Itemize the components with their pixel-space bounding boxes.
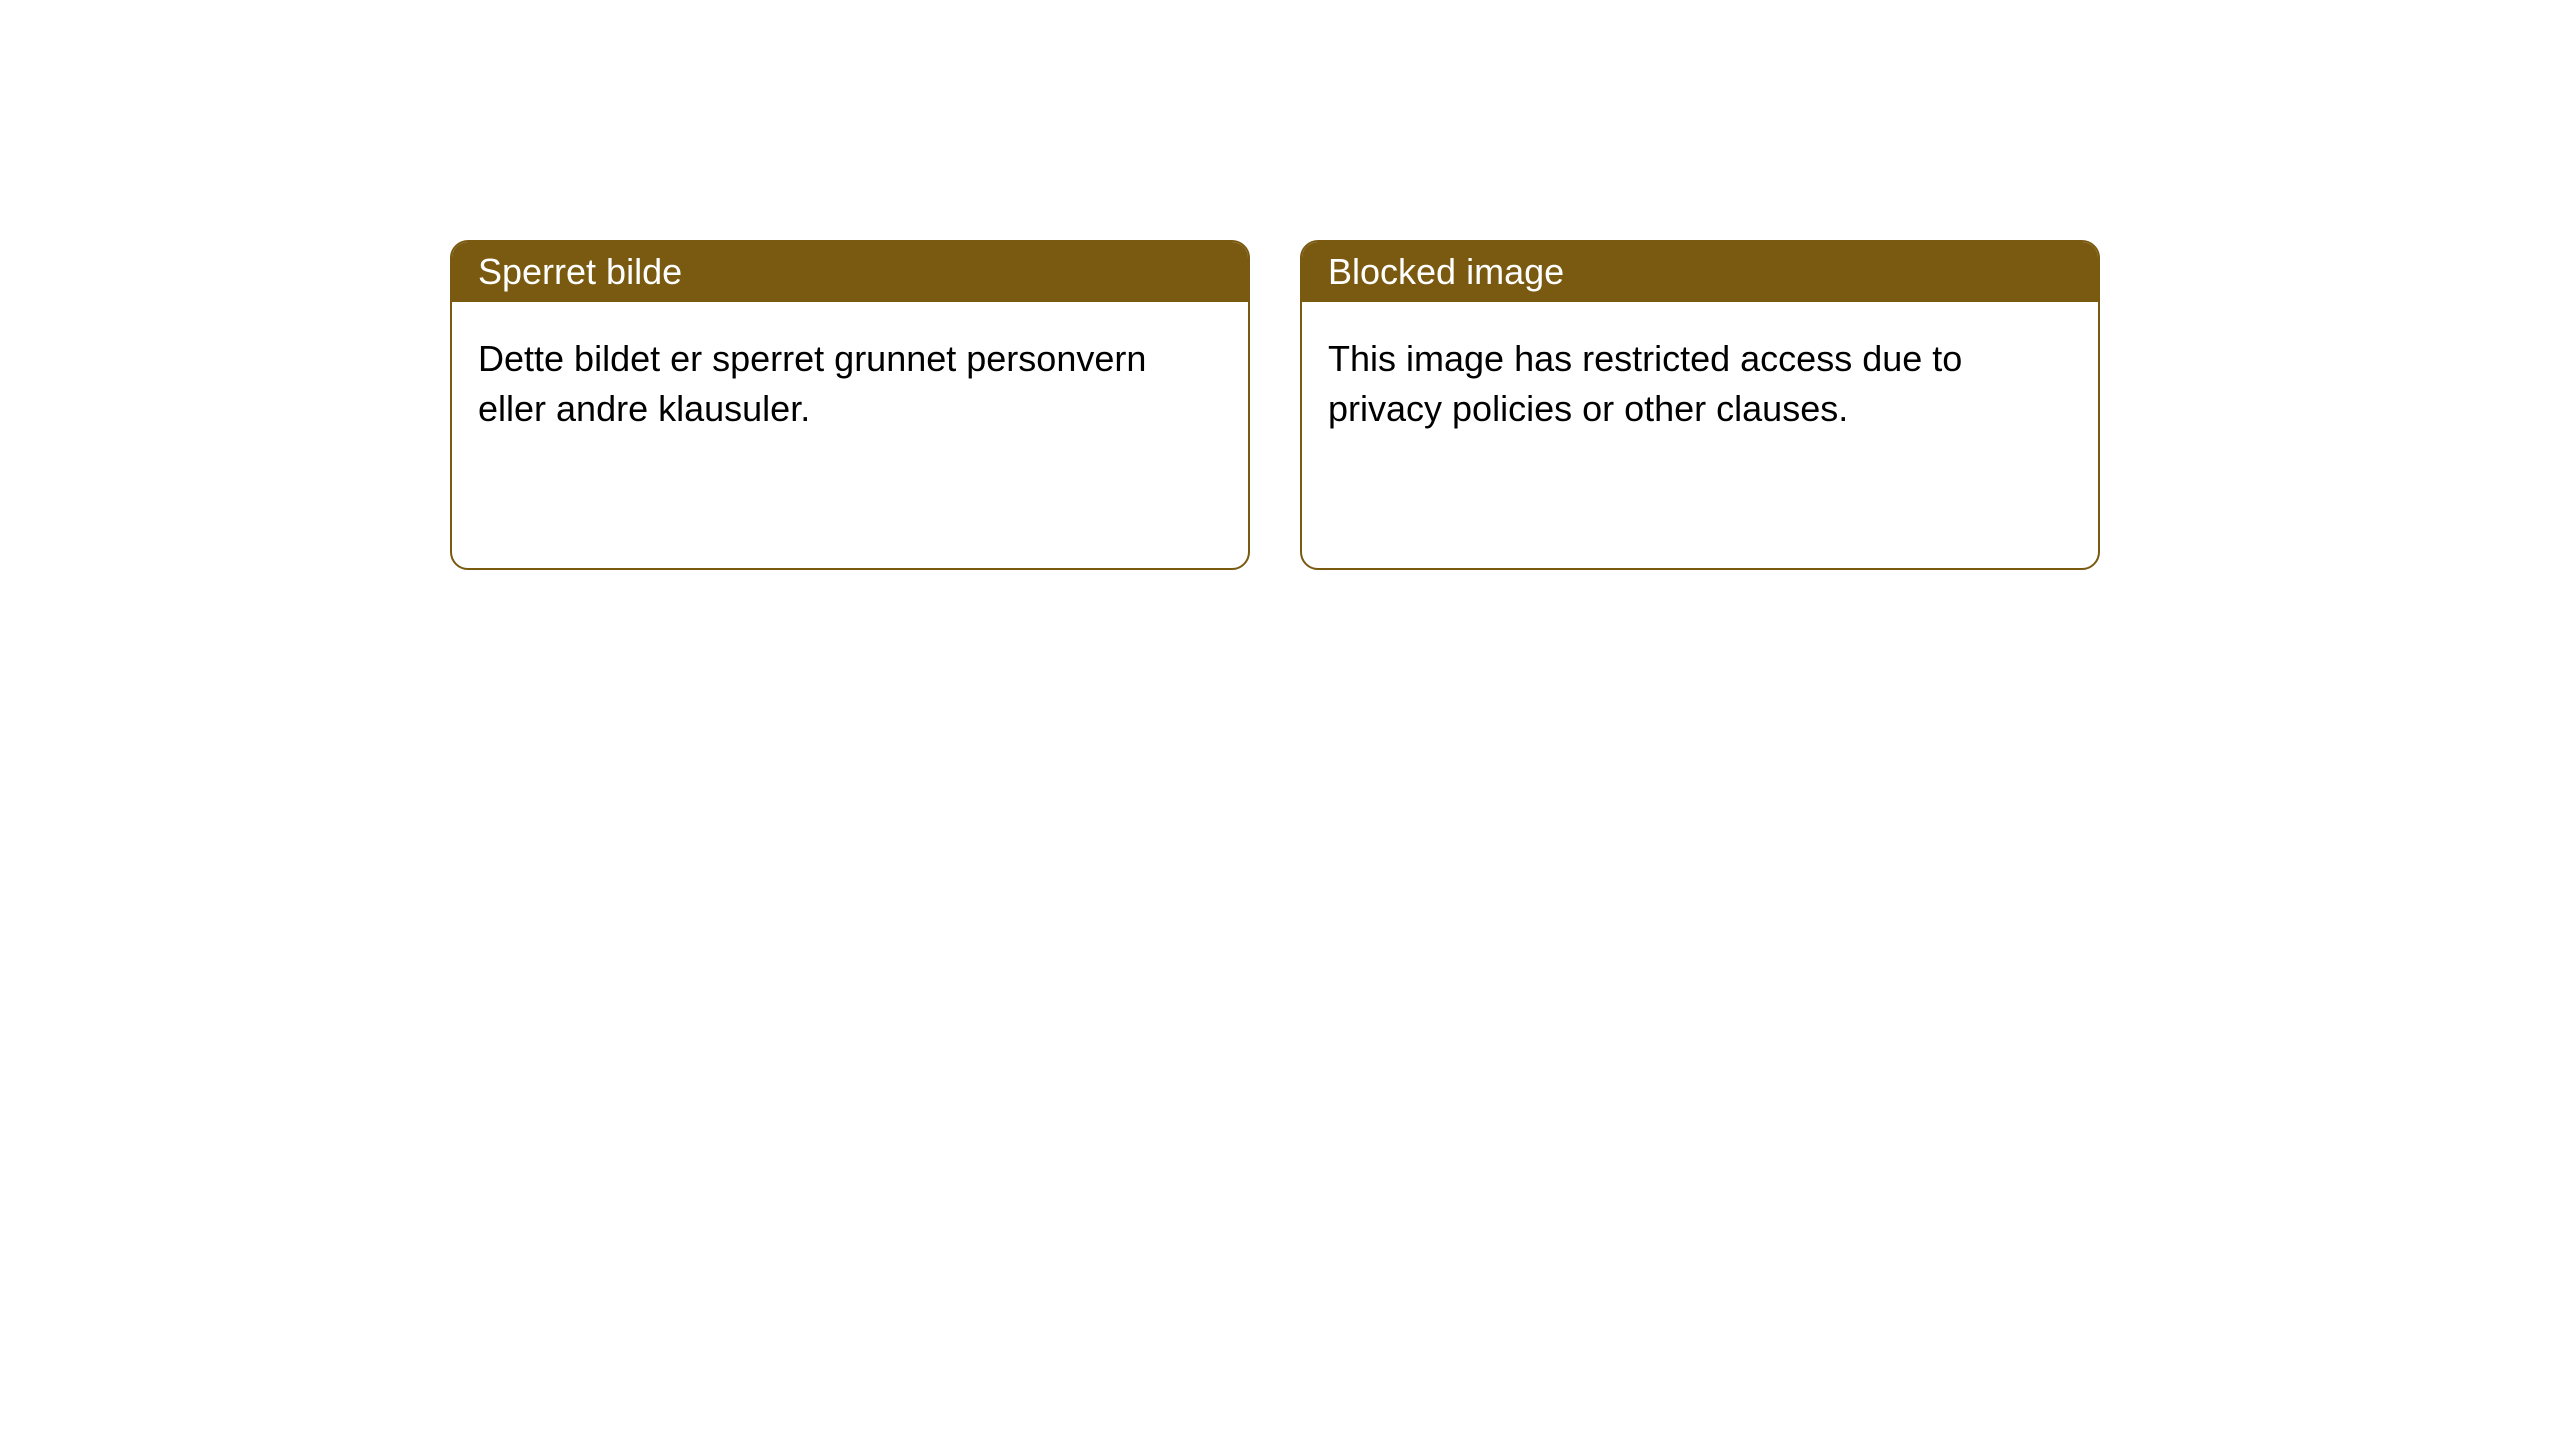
card-header: Blocked image <box>1302 242 2098 302</box>
notice-card-norwegian: Sperret bilde Dette bildet er sperret gr… <box>450 240 1250 570</box>
card-title: Blocked image <box>1328 251 1564 293</box>
card-body: This image has restricted access due to … <box>1302 302 2098 467</box>
card-body: Dette bildet er sperret grunnet personve… <box>452 302 1248 467</box>
card-title: Sperret bilde <box>478 251 682 293</box>
notice-card-english: Blocked image This image has restricted … <box>1300 240 2100 570</box>
notice-cards-container: Sperret bilde Dette bildet er sperret gr… <box>0 0 2560 570</box>
card-body-text: This image has restricted access due to … <box>1328 338 1962 429</box>
card-body-text: Dette bildet er sperret grunnet personve… <box>478 338 1146 429</box>
card-header: Sperret bilde <box>452 242 1248 302</box>
